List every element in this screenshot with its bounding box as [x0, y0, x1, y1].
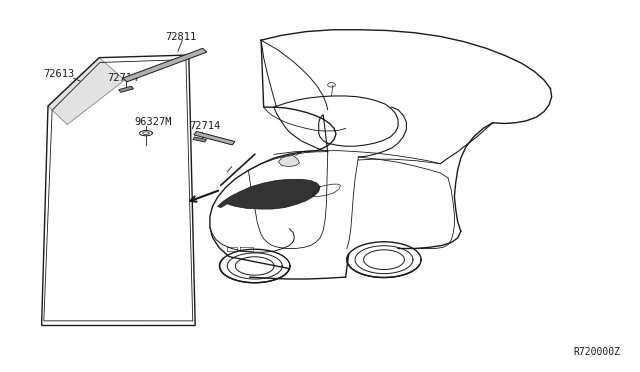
Polygon shape	[193, 137, 207, 142]
Text: 72613: 72613	[44, 70, 75, 79]
Polygon shape	[218, 179, 320, 209]
Polygon shape	[48, 58, 125, 125]
Text: 96327M: 96327M	[134, 117, 172, 127]
Text: 72811: 72811	[165, 32, 196, 42]
Text: 72714: 72714	[189, 122, 220, 131]
Text: R720000Z: R720000Z	[574, 347, 621, 356]
Polygon shape	[123, 48, 207, 82]
Text: 72714: 72714	[108, 73, 139, 83]
Polygon shape	[118, 86, 134, 92]
Polygon shape	[194, 131, 235, 145]
Polygon shape	[278, 155, 300, 167]
